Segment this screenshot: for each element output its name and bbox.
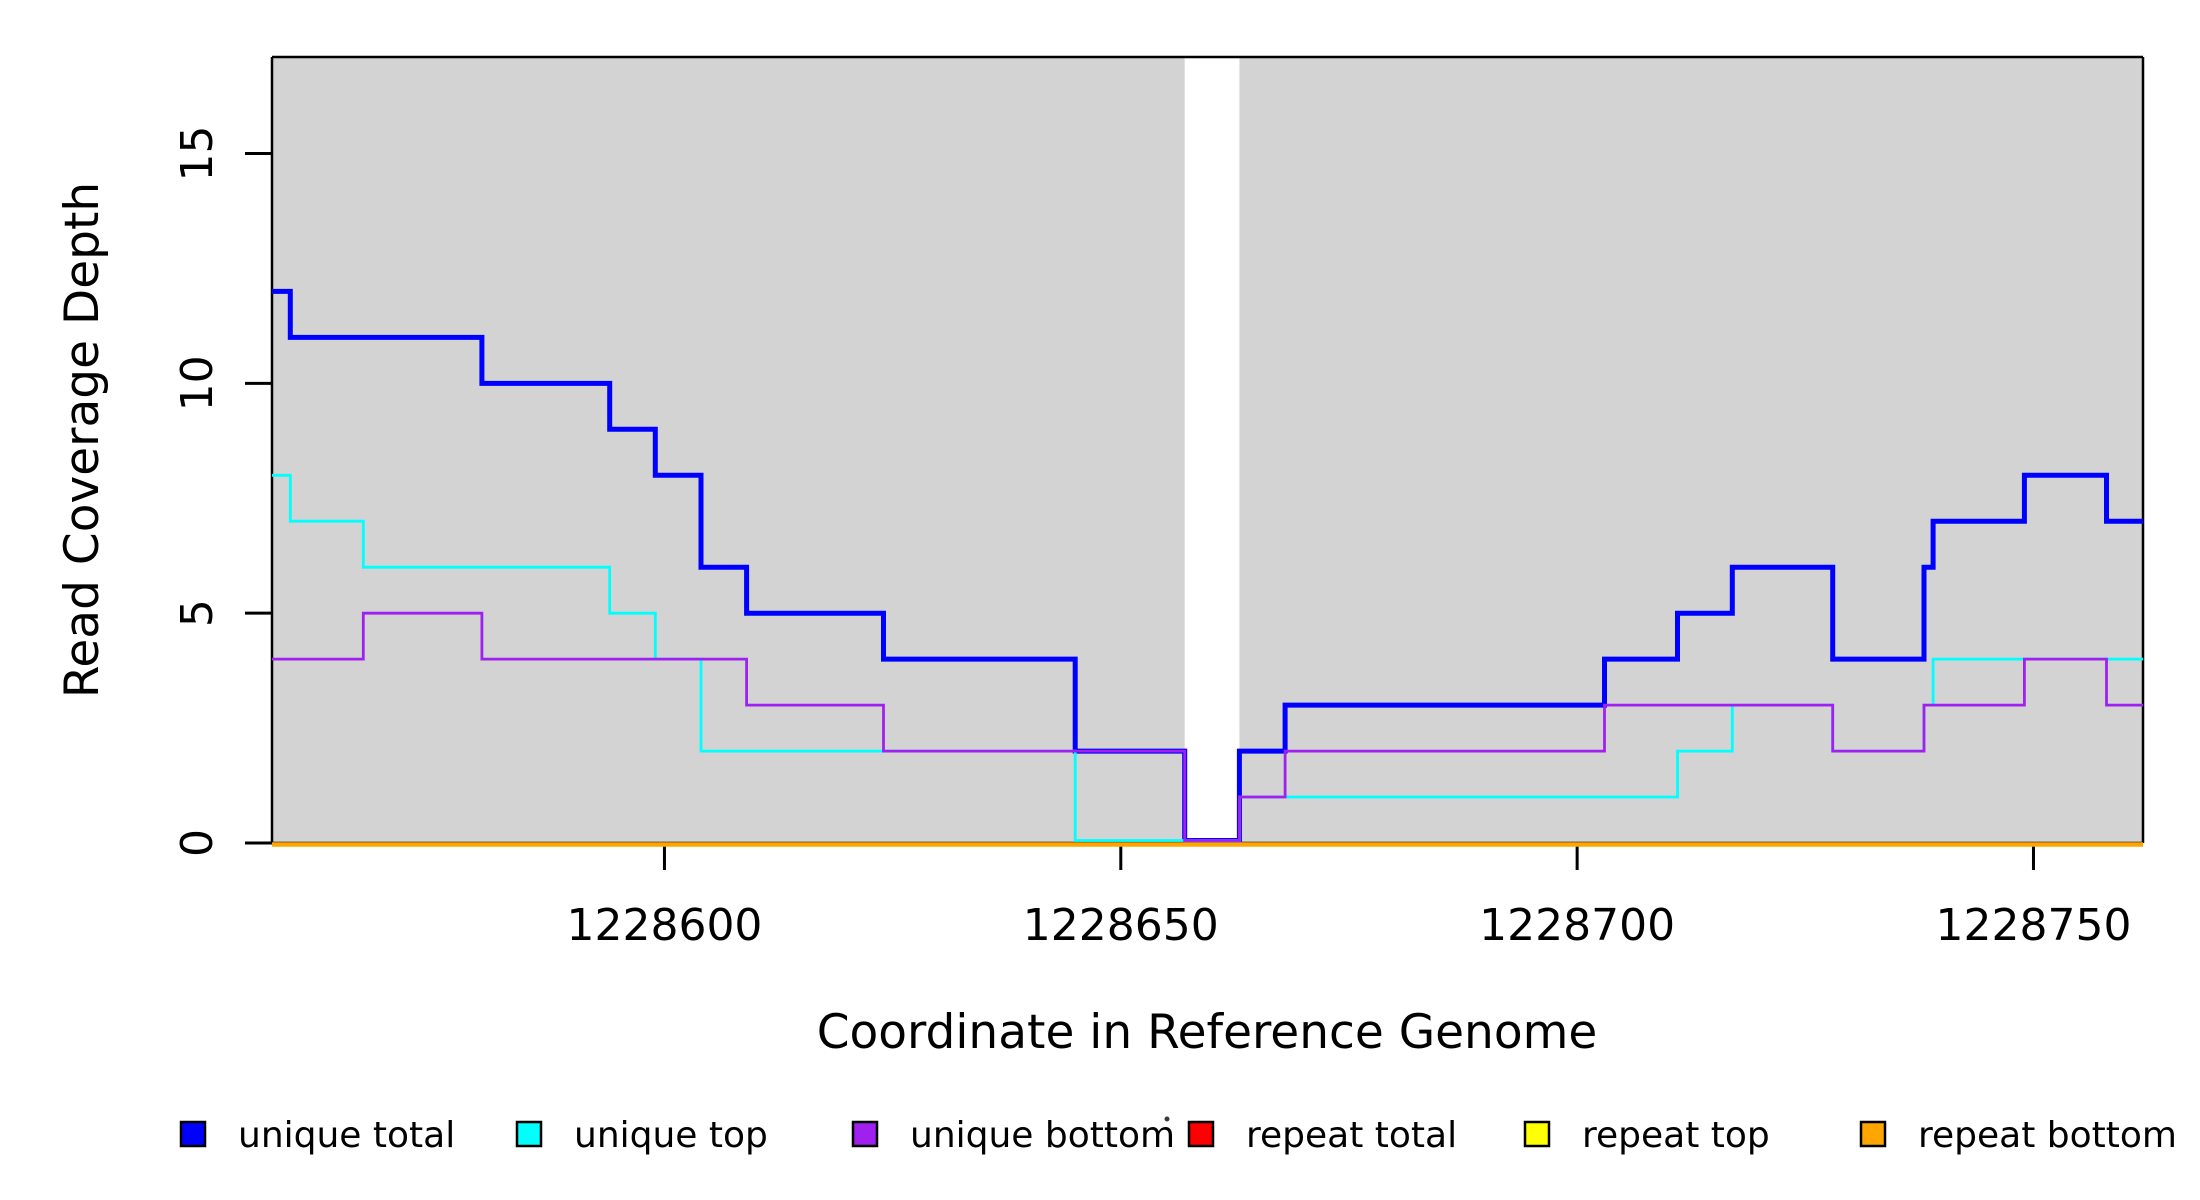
legend-label-repeat-bottom: repeat bottom — [1918, 1115, 2177, 1156]
y-tick-label: 5 — [172, 599, 223, 627]
legend-item-repeat-total: repeat total — [1187, 1115, 1457, 1156]
legend-item-unique-total: unique total — [179, 1115, 455, 1156]
series-line-unique-bottom — [272, 611, 2143, 842]
coverage-gap-band — [1184, 57, 1240, 843]
legend-label-unique-top: unique top — [574, 1115, 768, 1156]
plot-background-layer — [272, 57, 2143, 843]
legend-swatch-unique-bottom — [851, 1120, 879, 1148]
legend-swatch-unique-top — [515, 1120, 543, 1148]
stray-mark — [1164, 1116, 1170, 1122]
axis-layer: 1228600 1228650 1228700 1228750 0 5 10 15 — [172, 126, 2131, 951]
legend-swatch-repeat-top — [1523, 1120, 1551, 1148]
series-layer — [272, 288, 2143, 847]
legend-label-unique-total: unique total — [238, 1115, 455, 1156]
legend: unique total unique top unique bottom repea… — [179, 1115, 2177, 1156]
legend-item-unique-bottom: unique bottom — [851, 1115, 1175, 1156]
legend-item-repeat-top: repeat top — [1523, 1115, 1770, 1156]
y-tick-label: 0 — [172, 829, 223, 857]
legend-swatch-unique-total — [179, 1120, 207, 1148]
legend-label-repeat-total: repeat total — [1246, 1115, 1457, 1156]
x-tick-label: 1228750 — [1935, 900, 2131, 951]
y-tick-label: 10 — [172, 355, 223, 411]
y-axis-title: Read Coverage Depth — [55, 182, 110, 698]
legend-swatch-repeat-bottom — [1859, 1120, 1887, 1148]
legend-label-repeat-top: repeat top — [1582, 1115, 1770, 1156]
legend-swatch-repeat-total — [1187, 1120, 1215, 1148]
legend-label-unique-bottom: unique bottom — [910, 1115, 1175, 1156]
x-tick-label: 1228700 — [1479, 900, 1675, 951]
y-tick-label: 15 — [172, 126, 223, 182]
x-axis-title: Coordinate in Reference Genome — [817, 1005, 1598, 1060]
x-tick-label: 1228600 — [566, 900, 762, 951]
legend-item-repeat-bottom: repeat bottom — [1859, 1115, 2177, 1156]
legend-item-unique-top: unique top — [515, 1115, 768, 1156]
x-tick-label: 1228650 — [1023, 900, 1219, 951]
